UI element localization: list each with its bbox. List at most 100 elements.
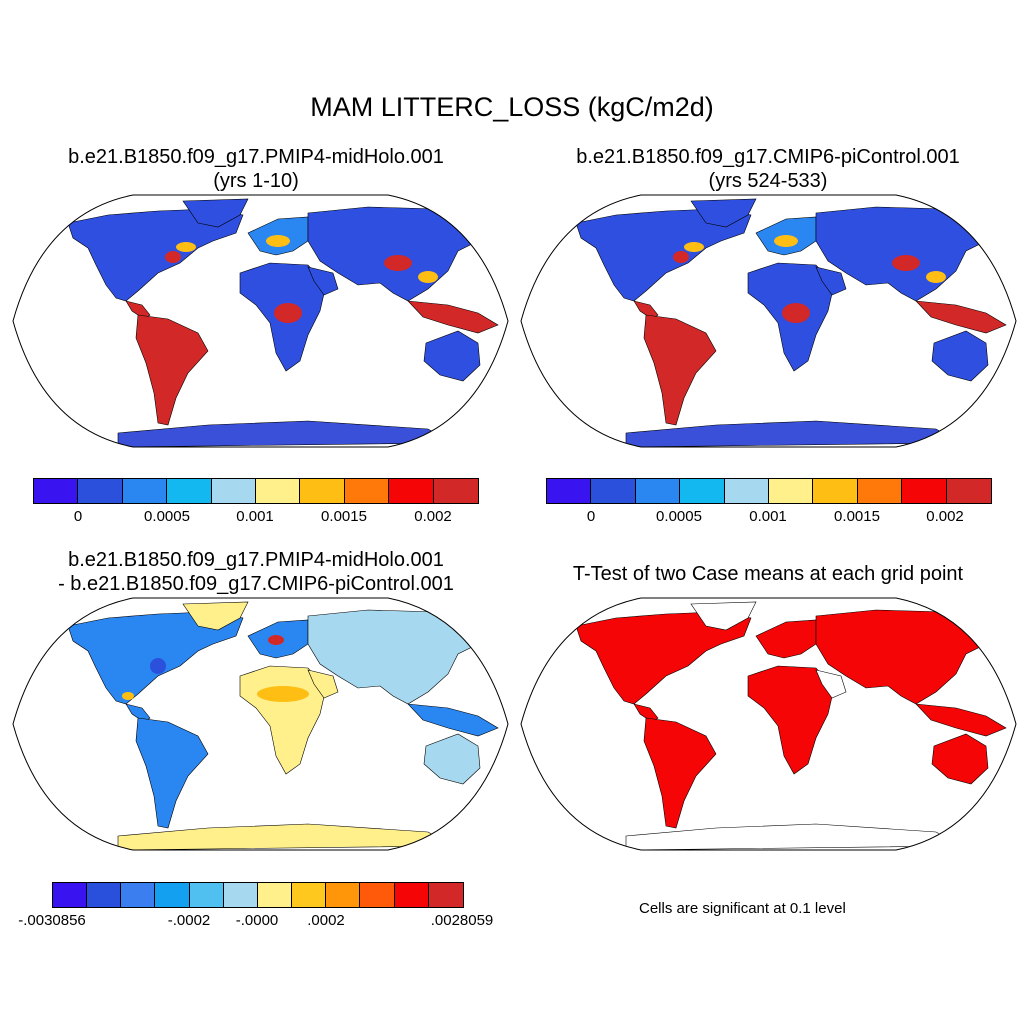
cb2-swatch-2 bbox=[635, 479, 681, 503]
hotspot-2 bbox=[266, 235, 290, 247]
cb3-swatch-6 bbox=[257, 883, 293, 907]
map-outline bbox=[12, 194, 509, 448]
cb2-swatch-5 bbox=[768, 479, 814, 503]
cb3-swatch-2 bbox=[121, 883, 156, 907]
panel-3-title: b.e21.B1850.f09_g17.PMIP4-midHolo.001 - … bbox=[0, 548, 512, 596]
diffspot-1 bbox=[268, 635, 284, 645]
cb3-swatch-8 bbox=[326, 883, 361, 907]
cb3-swatch-3 bbox=[155, 883, 190, 907]
colorbar-midholo bbox=[33, 478, 479, 504]
land-southAmerica bbox=[643, 717, 717, 829]
hotspot-3 bbox=[384, 255, 412, 271]
cb1-swatch-0 bbox=[34, 479, 79, 503]
cb2-swatch-7 bbox=[857, 479, 903, 503]
land-seAsia bbox=[407, 703, 499, 737]
cb2-label-4: 0.002 bbox=[926, 508, 964, 525]
colorbar-difference bbox=[52, 882, 464, 908]
cb1-swatch-2 bbox=[122, 479, 168, 503]
land-australia bbox=[423, 733, 481, 785]
cb3-swatch-9 bbox=[360, 883, 395, 907]
cb1-swatch-7 bbox=[344, 479, 390, 503]
cb1-label-0: 0 bbox=[73, 508, 83, 525]
map-ttest bbox=[520, 597, 1017, 851]
panel-2-title-line2: (yrs 524-533) bbox=[708, 170, 828, 192]
map-outline bbox=[12, 597, 509, 851]
cb1-label-2: 0.001 bbox=[236, 508, 274, 525]
cb3-swatch-11 bbox=[428, 883, 463, 907]
cb3-label-2: -.0000 bbox=[235, 912, 279, 929]
cb3-swatch-4 bbox=[189, 883, 224, 907]
hotspot-4 bbox=[926, 271, 946, 283]
panel-1-title-line1: b.e21.B1850.f09_g17.PMIP4-midHolo.001 bbox=[68, 146, 444, 168]
diffspot-0 bbox=[150, 658, 166, 674]
land-antarctica bbox=[117, 420, 455, 447]
hotspot-0 bbox=[176, 242, 196, 252]
cb3-label-0: -.0030856 bbox=[18, 912, 86, 929]
hotspot-2 bbox=[774, 235, 798, 247]
land-southAmerica bbox=[135, 717, 209, 829]
land-arabia bbox=[815, 266, 847, 296]
land-southAmerica bbox=[643, 314, 717, 426]
cb1-swatch-5 bbox=[255, 479, 301, 503]
cb2-swatch-4 bbox=[724, 479, 769, 503]
map-outline bbox=[520, 194, 1017, 448]
land-arabia bbox=[307, 266, 339, 296]
land-arabia bbox=[307, 669, 339, 699]
cb1-swatch-8 bbox=[389, 479, 434, 503]
diffspot-3 bbox=[122, 692, 134, 700]
colorbar-picontrol bbox=[546, 478, 992, 504]
land-arabia bbox=[815, 669, 847, 699]
land-australia bbox=[423, 330, 481, 382]
panel-1-title: b.e21.B1850.f09_g17.PMIP4-midHolo.001 (y… bbox=[0, 145, 512, 193]
map-picontrol bbox=[520, 194, 1017, 448]
ttest-note: Cells are significant at 0.1 level bbox=[639, 900, 846, 917]
land-seAsia bbox=[915, 703, 1007, 737]
land-southAmerica bbox=[135, 314, 209, 426]
cb1-label-4: 0.002 bbox=[414, 508, 452, 525]
panel-3-title-line1: b.e21.B1850.f09_g17.PMIP4-midHolo.001 bbox=[68, 549, 444, 571]
land-australia bbox=[931, 330, 989, 382]
cb1-label-3: 0.0015 bbox=[321, 508, 367, 525]
cb2-swatch-3 bbox=[680, 479, 725, 503]
cb2-swatch-8 bbox=[902, 479, 947, 503]
panel-4-title: T-Test of two Case means at each grid po… bbox=[512, 562, 1024, 586]
land-greenland bbox=[182, 198, 249, 228]
hotspot-1 bbox=[165, 251, 181, 263]
cb2-swatch-9 bbox=[946, 479, 991, 503]
hotspot-5 bbox=[782, 303, 810, 323]
map-outline bbox=[520, 597, 1017, 851]
panel-3-title-line2: - b.e21.B1850.f09_g17.CMIP6-piControl.00… bbox=[58, 573, 454, 595]
panel-1-title-line2: (yrs 1-10) bbox=[213, 170, 299, 192]
cb2-swatch-0 bbox=[547, 479, 592, 503]
cb2-label-0: 0 bbox=[586, 508, 596, 525]
land-antarctica bbox=[625, 823, 963, 850]
cb2-swatch-1 bbox=[591, 479, 636, 503]
hotspot-0 bbox=[684, 242, 704, 252]
cb3-swatch-7 bbox=[292, 883, 327, 907]
cb3-swatch-10 bbox=[394, 883, 429, 907]
cb3-label-1: -.0002 bbox=[167, 912, 211, 929]
cb1-swatch-4 bbox=[211, 479, 256, 503]
land-greenland bbox=[690, 198, 757, 228]
land-seAsia bbox=[407, 300, 499, 334]
cb3-swatch-5 bbox=[223, 883, 258, 907]
cb2-label-1: 0.0005 bbox=[656, 508, 702, 525]
cb1-label-1: 0.0005 bbox=[144, 508, 190, 525]
land-greenland bbox=[690, 601, 757, 631]
land-greenland bbox=[182, 601, 249, 631]
cb3-label-3: .0002 bbox=[307, 912, 345, 929]
hotspot-3 bbox=[892, 255, 920, 271]
cb3-label-4: .0028059 bbox=[430, 912, 494, 929]
hotspot-1 bbox=[673, 251, 689, 263]
land-europe bbox=[755, 619, 817, 659]
land-africa bbox=[747, 665, 835, 775]
land-australia bbox=[931, 733, 989, 785]
map-difference bbox=[12, 597, 509, 851]
cb2-swatch-6 bbox=[813, 479, 858, 503]
cb1-swatch-9 bbox=[433, 479, 478, 503]
land-seAsia bbox=[915, 300, 1007, 334]
cb1-swatch-1 bbox=[78, 479, 123, 503]
panel-2-title: b.e21.B1850.f09_g17.CMIP6-piControl.001 … bbox=[512, 145, 1024, 193]
panel-4-title-line1: T-Test of two Case means at each grid po… bbox=[572, 563, 964, 585]
hotspot-4 bbox=[418, 271, 438, 283]
